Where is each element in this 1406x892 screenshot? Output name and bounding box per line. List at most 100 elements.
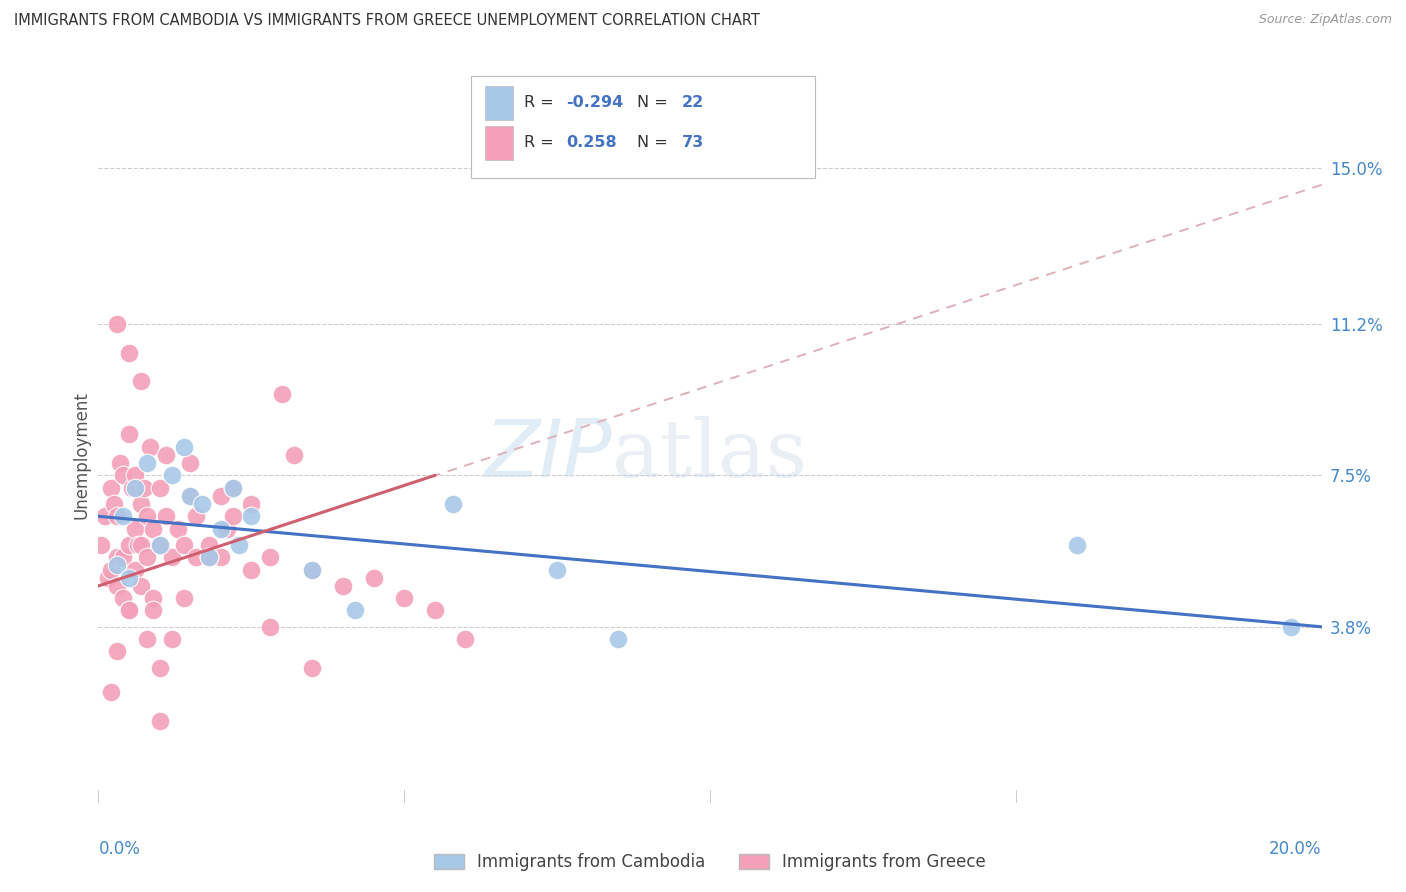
Text: N =: N = [637,136,668,150]
Point [129,374,152,388]
Point [270,386,294,401]
Point [160,550,183,565]
Point [259,550,281,565]
Point [105,558,128,573]
Text: 73: 73 [682,136,704,150]
Point [173,538,195,552]
Point [93,509,115,524]
Point [160,632,183,646]
Point [179,456,201,470]
Point [129,538,152,552]
Point [186,550,208,565]
Text: IMMIGRANTS FROM CAMBODIA VS IMMIGRANTS FROM GREECE UNEMPLOYMENT CORRELATION CHAR: IMMIGRANTS FROM CAMBODIA VS IMMIGRANTS F… [14,13,759,29]
Point [118,603,141,617]
Point [118,345,141,359]
Point [222,481,245,495]
Point [197,538,219,552]
Point [111,550,134,565]
Point [108,456,131,470]
Point [363,571,385,585]
Point [301,562,323,576]
Point [103,497,125,511]
Point [142,591,165,606]
Point [546,562,568,576]
Point [259,620,281,634]
Point [301,661,323,675]
Point [209,489,232,503]
Point [332,579,354,593]
Point [118,571,141,585]
Point [118,427,141,442]
Point [423,603,446,617]
Point [1279,620,1302,634]
Point [100,481,122,495]
Point [209,550,232,565]
Text: R =: R = [524,136,554,150]
Point [124,481,146,495]
Text: 0.258: 0.258 [567,136,617,150]
Point [392,591,416,606]
Text: -0.294: -0.294 [567,95,624,110]
Point [127,538,149,552]
Point [100,685,122,699]
Point [118,603,141,617]
Point [607,632,630,646]
Point [121,481,143,495]
Point [441,497,464,511]
Point [1066,538,1088,552]
Point [149,661,172,675]
Point [149,714,172,728]
Point [118,538,141,552]
Point [100,562,122,576]
Point [209,522,232,536]
Point [105,644,128,658]
Point [105,579,128,593]
Point [129,497,152,511]
Text: 22: 22 [682,95,704,110]
Point [149,538,172,552]
Text: atlas: atlas [612,416,807,494]
Point [105,317,128,331]
Point [283,448,305,462]
Point [136,550,159,565]
Point [179,489,201,503]
Point [142,603,165,617]
Point [191,497,214,511]
Point [105,509,128,524]
Point [155,509,177,524]
Point [136,509,159,524]
Point [111,468,134,483]
Point [167,522,190,536]
Point [142,522,165,536]
Point [105,550,128,565]
Point [222,509,245,524]
Point [155,448,177,462]
Point [124,468,146,483]
Point [228,538,250,552]
Point [222,481,245,495]
Point [149,481,172,495]
Point [149,538,172,552]
Text: 0.0%: 0.0% [98,839,141,857]
Point [301,562,323,576]
Point [173,440,195,454]
Point [90,538,112,552]
Point [134,481,156,495]
Point [124,562,146,576]
Text: ZIP: ZIP [485,416,612,494]
Point [111,509,134,524]
Point [124,522,146,536]
Point [139,440,162,454]
Point [160,468,183,483]
Point [240,562,263,576]
Y-axis label: Unemployment: Unemployment [72,391,90,519]
Point [129,579,152,593]
Point [344,603,367,617]
Point [173,591,195,606]
Text: N =: N = [637,95,668,110]
Point [197,550,219,565]
Point [215,522,238,536]
Point [454,632,477,646]
Text: R =: R = [524,95,554,110]
Text: Source: ZipAtlas.com: Source: ZipAtlas.com [1258,13,1392,27]
